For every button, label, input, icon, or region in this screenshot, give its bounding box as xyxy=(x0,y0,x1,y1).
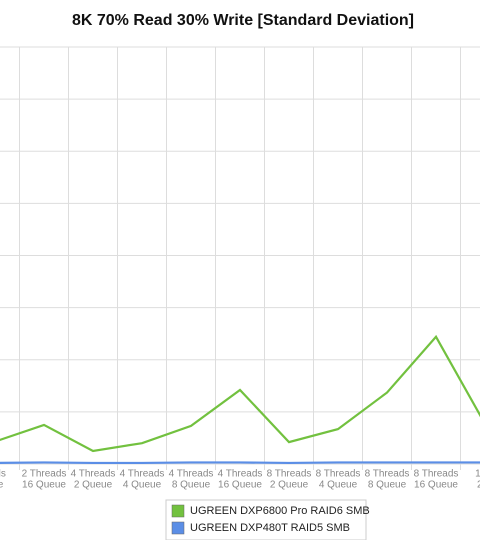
x-tick-label: 4 Threads xyxy=(71,469,116,480)
x-tick-label: 4 Queue xyxy=(123,480,162,491)
x-tick-label: 8 Threads xyxy=(267,469,312,480)
x-tick-label: 2 Q xyxy=(477,480,480,491)
legend-label: UGREEN DXP480T RAID5 SMB xyxy=(190,522,350,534)
x-tick-label: 16 Queue xyxy=(22,480,66,491)
legend-swatch xyxy=(171,521,185,535)
x-tick-label: 8 Threads xyxy=(365,469,410,480)
x-tick-label: 16 Queue xyxy=(414,480,458,491)
chart-title: 8K 70% Read 30% Write [Standard Deviatio… xyxy=(72,12,414,29)
x-tick-label: 4 Threads xyxy=(169,469,214,480)
x-tick-label: 2 Threads xyxy=(22,469,67,480)
x-tick-label: 16 T xyxy=(475,469,480,480)
x-tick-label: 8 Threads xyxy=(414,469,459,480)
legend-label: UGREEN DXP6800 Pro RAID6 SMB xyxy=(190,505,370,517)
x-tick-label: eads xyxy=(0,469,6,480)
x-tick-label: eue xyxy=(0,480,4,491)
legend-swatch xyxy=(171,504,185,518)
x-tick-label: 4 Threads xyxy=(120,469,165,480)
x-tick-label: 2 Queue xyxy=(74,480,113,491)
series-line xyxy=(0,334,480,453)
x-tick-label: 16 Queue xyxy=(218,480,262,491)
x-tick-label: 8 Queue xyxy=(368,480,407,491)
x-tick-label: 2 Queue xyxy=(270,480,309,491)
x-tick-label: 4 Queue xyxy=(319,480,358,491)
legend-box xyxy=(165,499,367,540)
x-tick-label: 8 Queue xyxy=(172,480,211,491)
x-tick-label: 8 Threads xyxy=(316,469,361,480)
series-line xyxy=(0,461,480,465)
x-tick-label: 4 Threads xyxy=(218,469,263,480)
